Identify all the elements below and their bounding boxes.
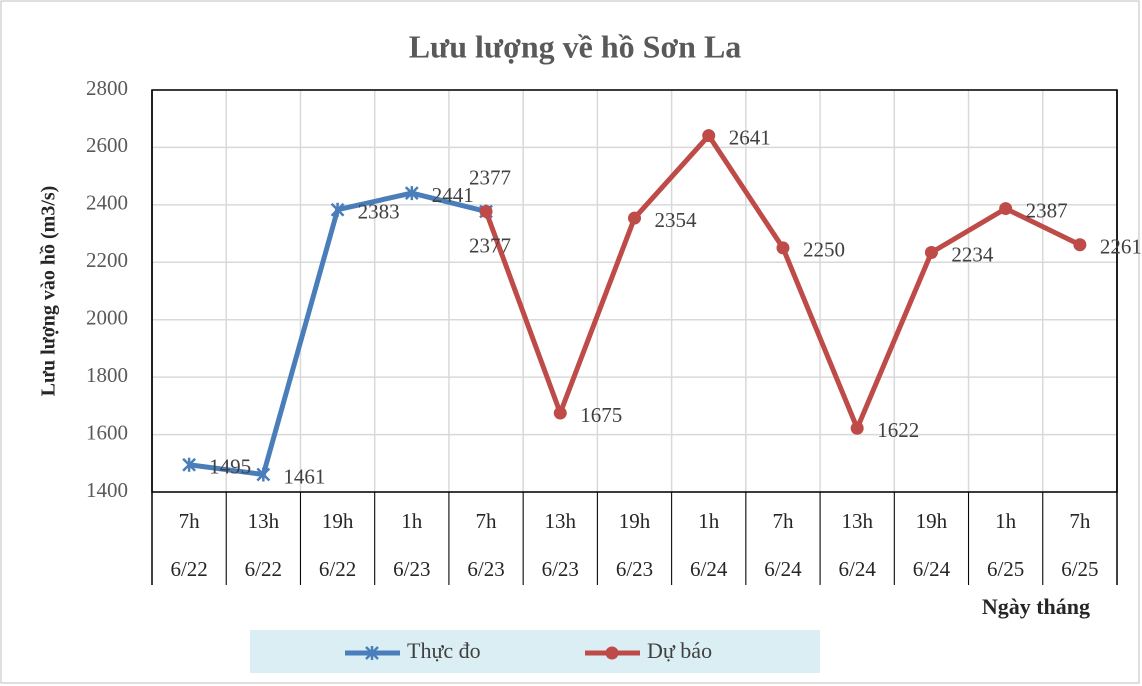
data-label: 1495: [209, 455, 251, 479]
x-tick-label: 7h: [772, 509, 794, 533]
legend-label: Dự báo: [647, 638, 712, 663]
chart-title: Lưu lượng về hồ Sơn La: [409, 28, 742, 64]
x-tick-date: 6/24: [913, 557, 951, 581]
data-label: 2641: [729, 125, 771, 149]
x-tick-date: 6/23: [467, 557, 504, 581]
point: [330, 202, 345, 217]
x-tick-label: 1h: [401, 509, 423, 533]
point: [628, 211, 641, 225]
x-tick-date: 6/25: [987, 557, 1024, 581]
point: [182, 457, 196, 472]
legend-marker: [365, 646, 379, 660]
data-label: 2354: [655, 208, 698, 232]
data-label: 2250: [803, 238, 845, 262]
point: [256, 467, 271, 482]
plot-border: [151, 89, 1118, 493]
x-tick-label: 13h: [841, 509, 873, 533]
point: [924, 246, 938, 260]
y-axis-label: Lưu lượng vào hồ (m3/s): [38, 186, 60, 397]
y-tick-label: 2200: [86, 248, 128, 272]
y-tick-label: 1400: [86, 478, 128, 502]
x-tick-label: 13h: [248, 509, 280, 533]
x-tick-date: 6/24: [839, 557, 877, 581]
x-tick-label: 13h: [545, 509, 577, 533]
x-axis-label: Ngày tháng: [982, 594, 1090, 619]
point: [553, 406, 567, 420]
x-tick-date: 6/24: [690, 557, 728, 581]
point: [479, 204, 493, 218]
x-tick-date: 6/24: [764, 557, 802, 581]
data-label: 1622: [877, 418, 919, 442]
y-tick-label: 2800: [86, 76, 128, 100]
y-tick-label: 2000: [86, 306, 128, 330]
point: [1073, 238, 1087, 252]
legend-box: [250, 630, 820, 673]
x-tick-date: 6/22: [245, 557, 282, 581]
x-tick-label: 19h: [916, 509, 948, 533]
data-label: 2377: [469, 165, 511, 189]
data-label: 1461: [283, 464, 325, 488]
legend-label: Thực đo: [407, 638, 481, 663]
y-tick-label: 1600: [86, 420, 128, 444]
y-tick-label: 1800: [86, 363, 128, 387]
data-label: 2377: [469, 233, 511, 257]
y-tick-label: 2400: [86, 191, 128, 215]
x-tick-date: 6/23: [393, 557, 430, 581]
x-tick-label: 19h: [322, 509, 354, 533]
x-tick-label: 7h: [179, 509, 201, 533]
data-label: 2387: [1026, 198, 1068, 222]
x-tick-label: 7h: [1069, 509, 1091, 533]
point: [850, 421, 864, 435]
x-tick-label: 1h: [995, 509, 1017, 533]
x-tick-date: 6/22: [170, 557, 207, 581]
data-label: 2441: [432, 183, 474, 207]
x-tick-date: 6/23: [616, 557, 653, 581]
point: [999, 202, 1013, 216]
x-tick-date: 6/23: [542, 557, 579, 581]
data-label: 2261: [1100, 235, 1142, 259]
x-tick-label: 1h: [698, 509, 720, 533]
data-label: 1675: [580, 403, 622, 427]
x-tick-date: 6/22: [319, 557, 356, 581]
y-tick-label: 2600: [86, 133, 128, 157]
point: [404, 186, 419, 201]
x-tick-label: 19h: [619, 509, 651, 533]
x-tick-date: 6/25: [1061, 557, 1098, 581]
point: [776, 241, 790, 255]
point: [702, 129, 716, 143]
data-label: 2234: [951, 242, 994, 266]
data-label: 2383: [358, 200, 400, 224]
x-tick-label: 7h: [476, 509, 498, 533]
legend-marker: [605, 646, 619, 660]
